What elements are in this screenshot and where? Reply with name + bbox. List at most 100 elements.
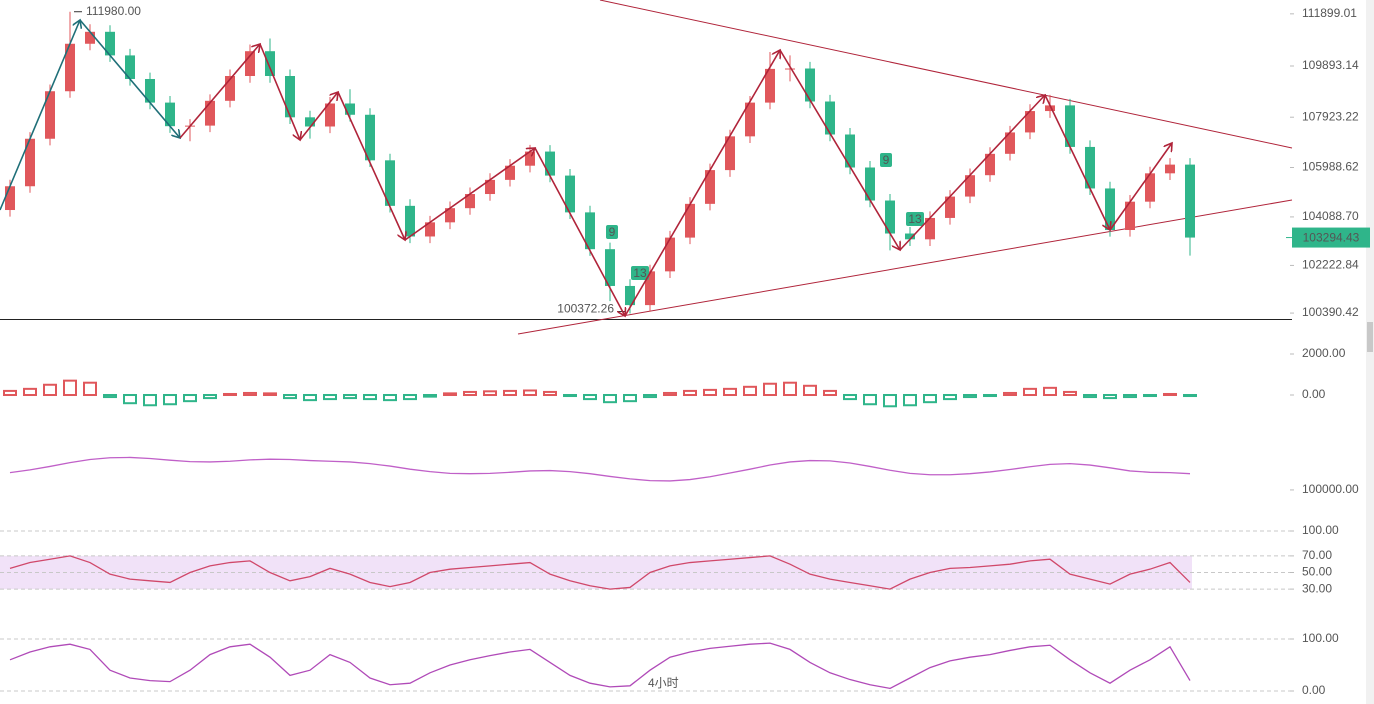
candle-body [65,43,75,92]
macd-bar [343,394,357,400]
candle-body [485,179,495,195]
rsi-band-holder [0,0,1192,1]
candle-body [565,175,575,213]
candle-body [1165,164,1175,174]
candle-body [105,31,115,56]
y-tick-label: 0.00 [1302,683,1326,697]
zigzag-arrow [404,148,535,241]
macd-bar [143,394,157,407]
candle-body [525,151,535,166]
macd-bar [803,384,817,397]
macd-bar [483,390,497,397]
macd-bar [583,394,597,401]
sequence-tag-box [880,153,892,167]
y-tick-label: 50.00 [1302,565,1332,579]
macd-bar [163,394,177,406]
indicator-line [9,555,1191,590]
candle-body [825,101,835,135]
macd-bar [603,394,617,404]
candle-body [785,68,795,70]
high-label: 111980.00 [86,4,141,18]
macd-bar [263,392,277,397]
zigzag-arrow [1044,94,1110,230]
candle-body [165,102,175,127]
zigzag-arrow [337,91,405,240]
macd-bar [383,394,397,402]
candle-body [85,31,95,44]
macd-bar [1043,386,1057,397]
y-tick-label: 100390.42 [1302,305,1359,319]
macd-bar [443,392,457,397]
zigzag-arrow [79,19,180,138]
zigzag-arrow [0,20,80,211]
candle-body [885,200,895,234]
zigzag [0,20,1172,316]
zigzag-arrow [779,49,900,250]
macd-bar [243,391,257,397]
macd-bar [983,394,997,398]
indicator-line [9,642,1191,690]
candle-body [805,68,815,102]
macd-bar [503,389,517,397]
macd-bar [863,394,877,406]
macd-bar [83,381,97,397]
scrollbar-thumb[interactable] [1367,322,1373,352]
candle-body [1045,105,1055,112]
sequence-tag-box [906,212,924,226]
sequence-tag: 9 [609,225,616,239]
macd-bar [743,385,757,397]
candle-body [925,217,935,240]
sequence-tag-box [606,225,618,239]
macd-bar [123,394,137,405]
sequence-tag: 13 [633,266,647,280]
y-tick-label: 0.00 [1302,387,1326,401]
macd-bar [223,392,237,397]
macd-bar [1183,394,1197,398]
candle-body [965,175,975,197]
candle-body [505,165,515,180]
macd-bar [923,394,937,404]
macd-bar [963,394,977,399]
candle-body [385,160,395,206]
macd-bar [1163,392,1177,397]
candle-body [125,55,135,79]
candle-body [465,194,475,209]
y-tick-label: 100.00 [1302,523,1339,537]
macd-bar [423,394,437,398]
macd-bar [703,388,717,397]
candle-body [585,212,595,250]
indicator-line [9,456,1191,482]
macd-bar [783,381,797,397]
macd-bar [723,387,737,397]
candle-body [285,76,295,118]
macd-bar [1143,394,1157,398]
y-tick-label: 100.00 [1302,631,1339,645]
macd-bar [883,394,897,408]
candle-body [345,103,355,115]
candle-body [305,117,315,127]
y-tick-label: 102222.84 [1302,258,1359,272]
zigzag-arrow [1109,143,1172,231]
candle-body [545,151,555,176]
macd-bar [1083,394,1097,399]
macd-bar [1023,387,1037,397]
sequence-tag: 9 [883,153,890,167]
candle-body [1065,105,1075,147]
macd-bar [43,383,57,397]
zigzag-arrow [899,95,1045,251]
macd-bar [203,394,217,400]
macd-bar [943,394,957,401]
zigzag-arrow [259,43,300,140]
candle-body [1105,188,1115,231]
macd-bar [183,394,197,403]
candle-body [205,100,215,126]
macd-bar [1123,394,1137,399]
candle-body [985,153,995,176]
candle-body [1085,146,1095,189]
candle-body [145,78,155,103]
y-tick-label: 105988.62 [1302,160,1359,174]
macd-bar [3,389,17,397]
marks: 111899.01 109893.14 107923.22 105988.62 1040… [0,4,1370,697]
trend-line-lower [517,199,1293,335]
